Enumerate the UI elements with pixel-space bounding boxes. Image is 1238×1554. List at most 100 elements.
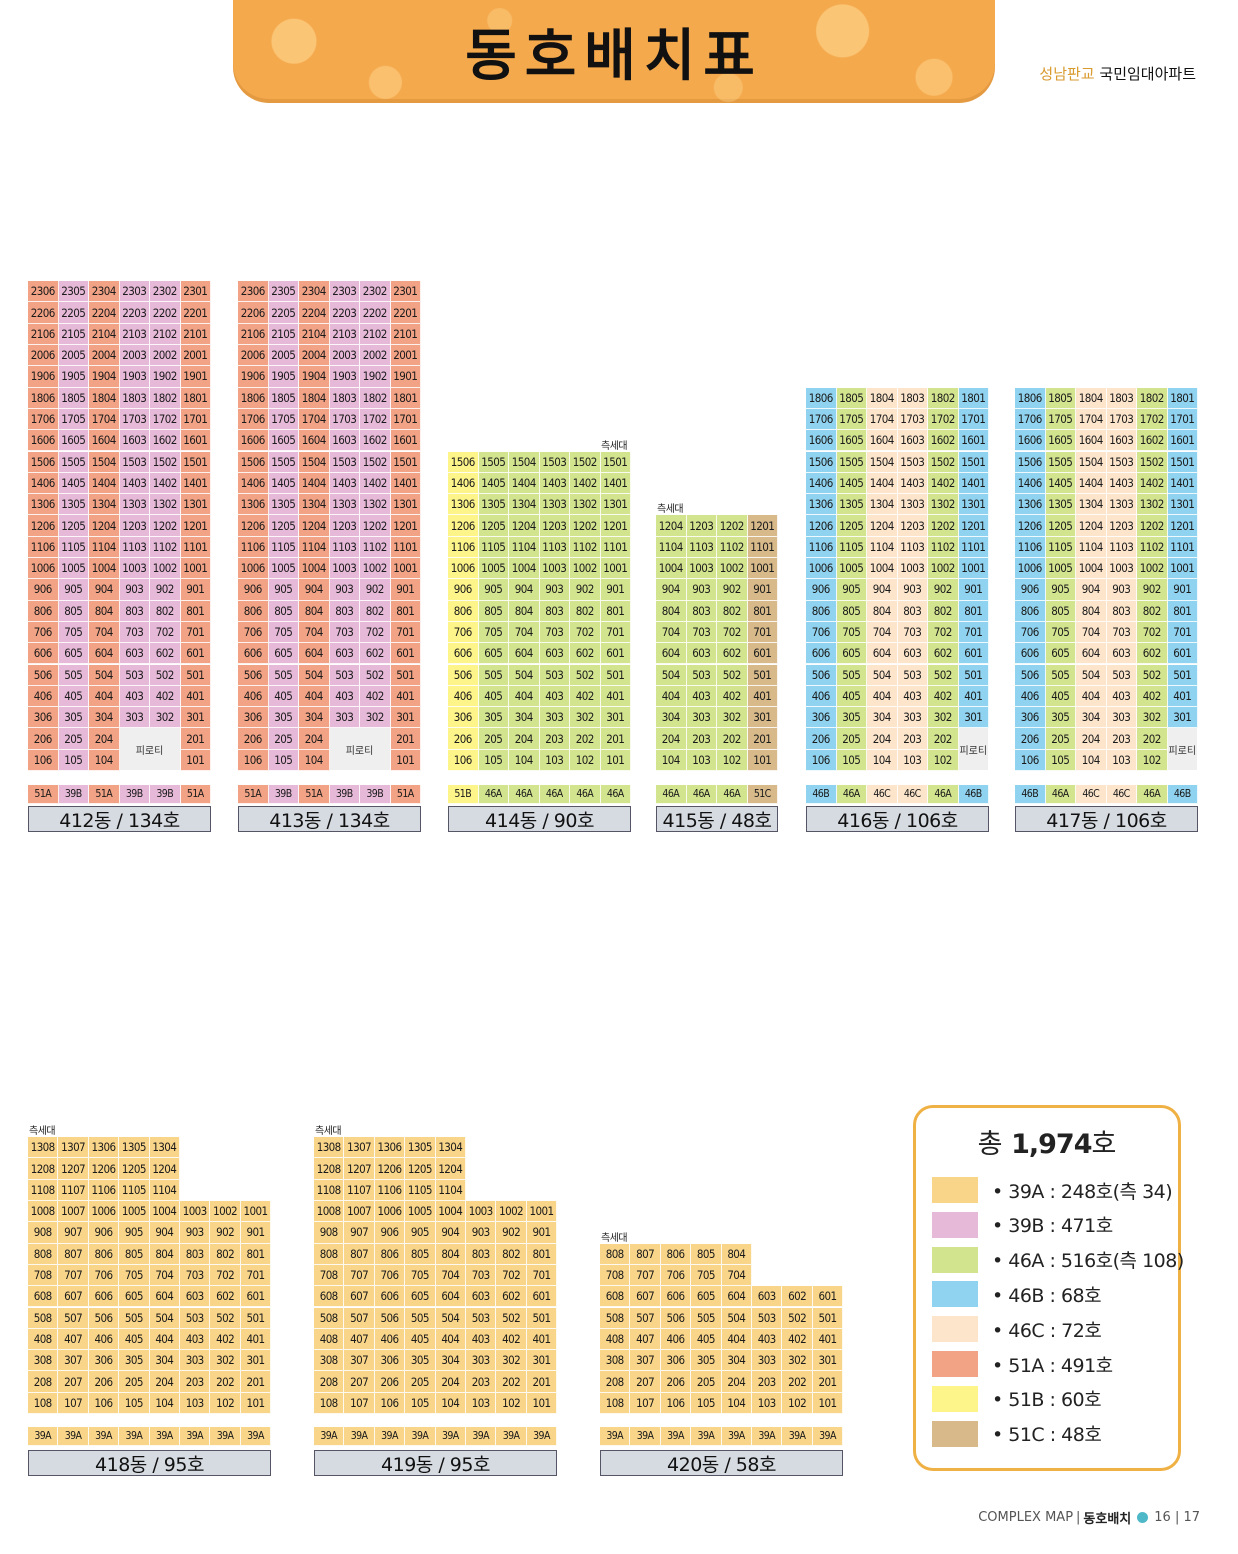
unit-cell: 206 [28, 728, 59, 750]
unit-cell: 205 [58, 728, 89, 750]
unit-cell: 1405 [58, 472, 89, 495]
unit-cell: 304 [1076, 707, 1107, 729]
unit-cell: 1901 [390, 366, 421, 388]
unit-cell: 1803 [897, 387, 928, 409]
unit-cell: 1503 [1106, 451, 1137, 473]
unit-cell: 302 [360, 707, 391, 729]
unit-cell: 504 [509, 664, 540, 686]
unit-type-cell: 46B [958, 785, 989, 804]
unit-cell: 402 [210, 1328, 241, 1351]
unit-cell: 1501 [390, 451, 421, 473]
unit-cell: 1604 [867, 430, 898, 452]
unit-cell: 401 [812, 1328, 844, 1351]
unit-cell: 106 [238, 749, 269, 771]
unit-cell: 804 [1076, 600, 1107, 622]
unit-type-cell: 46C [1106, 785, 1137, 804]
unit-cell: 601 [180, 643, 211, 665]
unit-cell: 603 [1106, 643, 1137, 665]
unit-cell: 2205 [268, 302, 299, 324]
unit-cell: 303 [119, 707, 150, 729]
unit-cell: 904 [435, 1222, 466, 1244]
unit-cell: 1502 [360, 451, 391, 473]
unit-cell: 2206 [28, 302, 59, 324]
unit-cell: 1603 [1106, 430, 1137, 452]
unit-cell: 106 [88, 1392, 120, 1414]
unit-cell: 302 [928, 707, 959, 729]
unit-cell: 108 [314, 1392, 345, 1414]
unit-cell: 1702 [150, 408, 181, 431]
unit-cell: 1103 [119, 536, 150, 558]
unit-cell: 1001 [390, 558, 421, 580]
unit-cell: 202 [496, 1371, 527, 1393]
unit-cell: 1706 [806, 408, 837, 431]
unit-cell: 1502 [570, 451, 601, 473]
legend-item-text: • 39A : 248호(측 34) [992, 1180, 1173, 1203]
unit-cell: 2006 [238, 345, 269, 367]
unit-cell: 805 [1045, 600, 1076, 622]
unit-cell: 501 [1167, 664, 1198, 686]
unit-cell: 1605 [836, 430, 867, 452]
unit-type-cell: 46A [539, 785, 570, 804]
unit-cell: 104 [509, 749, 540, 771]
unit-cell: 1104 [656, 536, 687, 558]
unit-cell: 1207 [58, 1158, 89, 1180]
unit-cell: 1604 [89, 430, 120, 452]
unit-cell: 504 [721, 1307, 752, 1329]
unit-cell: 407 [58, 1328, 89, 1351]
unit-cell: 1307 [344, 1137, 375, 1159]
unit-cell: 1706 [28, 408, 59, 431]
unit-cell: 2103 [119, 323, 150, 345]
unit-cell: 1006 [238, 558, 269, 580]
unit-cell: 501 [812, 1307, 844, 1329]
unit-cell: 1005 [836, 558, 867, 580]
unit-cell: 602 [210, 1286, 241, 1308]
unit-cell: 608 [600, 1286, 631, 1308]
unit-cell: 902 [496, 1222, 527, 1244]
unit-cell: 804 [299, 600, 330, 622]
unit-cell: 404 [435, 1328, 466, 1351]
unit-cell: 904 [656, 579, 687, 601]
unit-cell: 1403 [119, 472, 150, 495]
unit-cell: 1902 [150, 366, 181, 388]
unit-cell: 2002 [360, 345, 391, 367]
unit-cell: 304 [721, 1350, 752, 1372]
unit-cell: 303 [329, 707, 360, 729]
legend-item: • 46B : 68호 [932, 1280, 1102, 1308]
unit-cell: 404 [299, 685, 330, 708]
unit-cell: 2002 [150, 345, 181, 367]
unit-cell: 602 [496, 1286, 527, 1308]
unit-cell: 1804 [299, 387, 330, 409]
unit-type-cell: 51A [28, 785, 59, 804]
legend-item: • 39A : 248호(측 34) [932, 1176, 1173, 1204]
unit-cell: 301 [958, 707, 989, 729]
unit-cell: 1406 [1015, 472, 1046, 495]
unit-cell: 802 [570, 600, 601, 622]
unit-cell: 1801 [390, 387, 421, 409]
legend-swatch [932, 1246, 978, 1273]
unit-cell: 1001 [180, 558, 211, 580]
unit-cell: 1103 [1106, 536, 1137, 558]
unit-cell: 1004 [299, 558, 330, 580]
unit-cell: 1406 [238, 472, 269, 495]
unit-cell: 603 [466, 1286, 497, 1308]
unit-type-cell: 39A [240, 1427, 272, 1446]
unit-cell: 2302 [150, 281, 181, 303]
unit-cell: 201 [180, 728, 211, 750]
unit-cell: 605 [836, 643, 867, 665]
unit-cell: 905 [58, 579, 89, 601]
unit-cell: 904 [89, 579, 120, 601]
unit-cell: 903 [329, 579, 360, 601]
unit-cell: 1505 [58, 451, 89, 473]
unit-cell: 1302 [570, 494, 601, 516]
unit-cell: 2003 [119, 345, 150, 367]
unit-cell: 303 [752, 1350, 783, 1372]
unit-cell: 1103 [539, 536, 570, 558]
unit-cell: 403 [539, 685, 570, 708]
unit-cell: 1305 [1045, 494, 1076, 516]
unit-cell: 1006 [88, 1201, 120, 1223]
unit-cell: 901 [1167, 579, 1198, 601]
unit-cell: 401 [1167, 685, 1198, 708]
unit-cell: 106 [28, 749, 59, 771]
unit-cell: 104 [149, 1392, 180, 1414]
unit-cell: 705 [58, 621, 89, 644]
